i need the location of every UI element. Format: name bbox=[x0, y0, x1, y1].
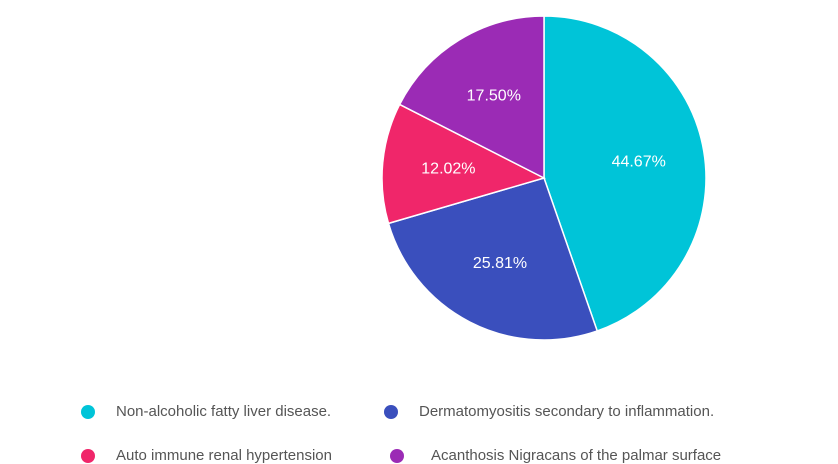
slice-percent-label: 12.02% bbox=[421, 161, 475, 178]
legend-item-renal-hypertension[interactable]: Auto immune renal hypertension bbox=[81, 447, 332, 464]
legend-swatch bbox=[81, 404, 95, 419]
slice-acanthosis[interactable] bbox=[398, 15, 545, 180]
legend-item-dermatomyositis[interactable]: Dermatomyositis secondary to inflammatio… bbox=[384, 403, 714, 420]
slice-dermatomyositis[interactable] bbox=[387, 177, 599, 341]
legend-label: Acanthosis Nigracans of the palmar surfa… bbox=[431, 447, 722, 464]
legend-label: Dermatomyositis secondary to inflammatio… bbox=[419, 403, 715, 420]
legend-swatch bbox=[384, 404, 398, 419]
slice-percent-label: 44.67% bbox=[612, 154, 666, 171]
legend-label: Auto immune renal hypertension bbox=[116, 447, 332, 464]
slice-percent-label: 25.81% bbox=[473, 255, 527, 272]
legend-swatch bbox=[81, 448, 95, 463]
slice-nafld[interactable] bbox=[543, 15, 707, 332]
slice-renal-hypertension[interactable] bbox=[381, 103, 547, 225]
legend-item-nafld[interactable]: Non-alcoholic fatty liver disease. bbox=[81, 403, 331, 420]
legend-item-acanthosis[interactable]: Acanthosis Nigracans of the palmar surfa… bbox=[390, 447, 721, 464]
legend-swatch bbox=[390, 448, 404, 463]
legend-label: Non-alcoholic fatty liver disease. bbox=[116, 403, 332, 420]
slice-percent-label: 17.50% bbox=[467, 88, 521, 105]
